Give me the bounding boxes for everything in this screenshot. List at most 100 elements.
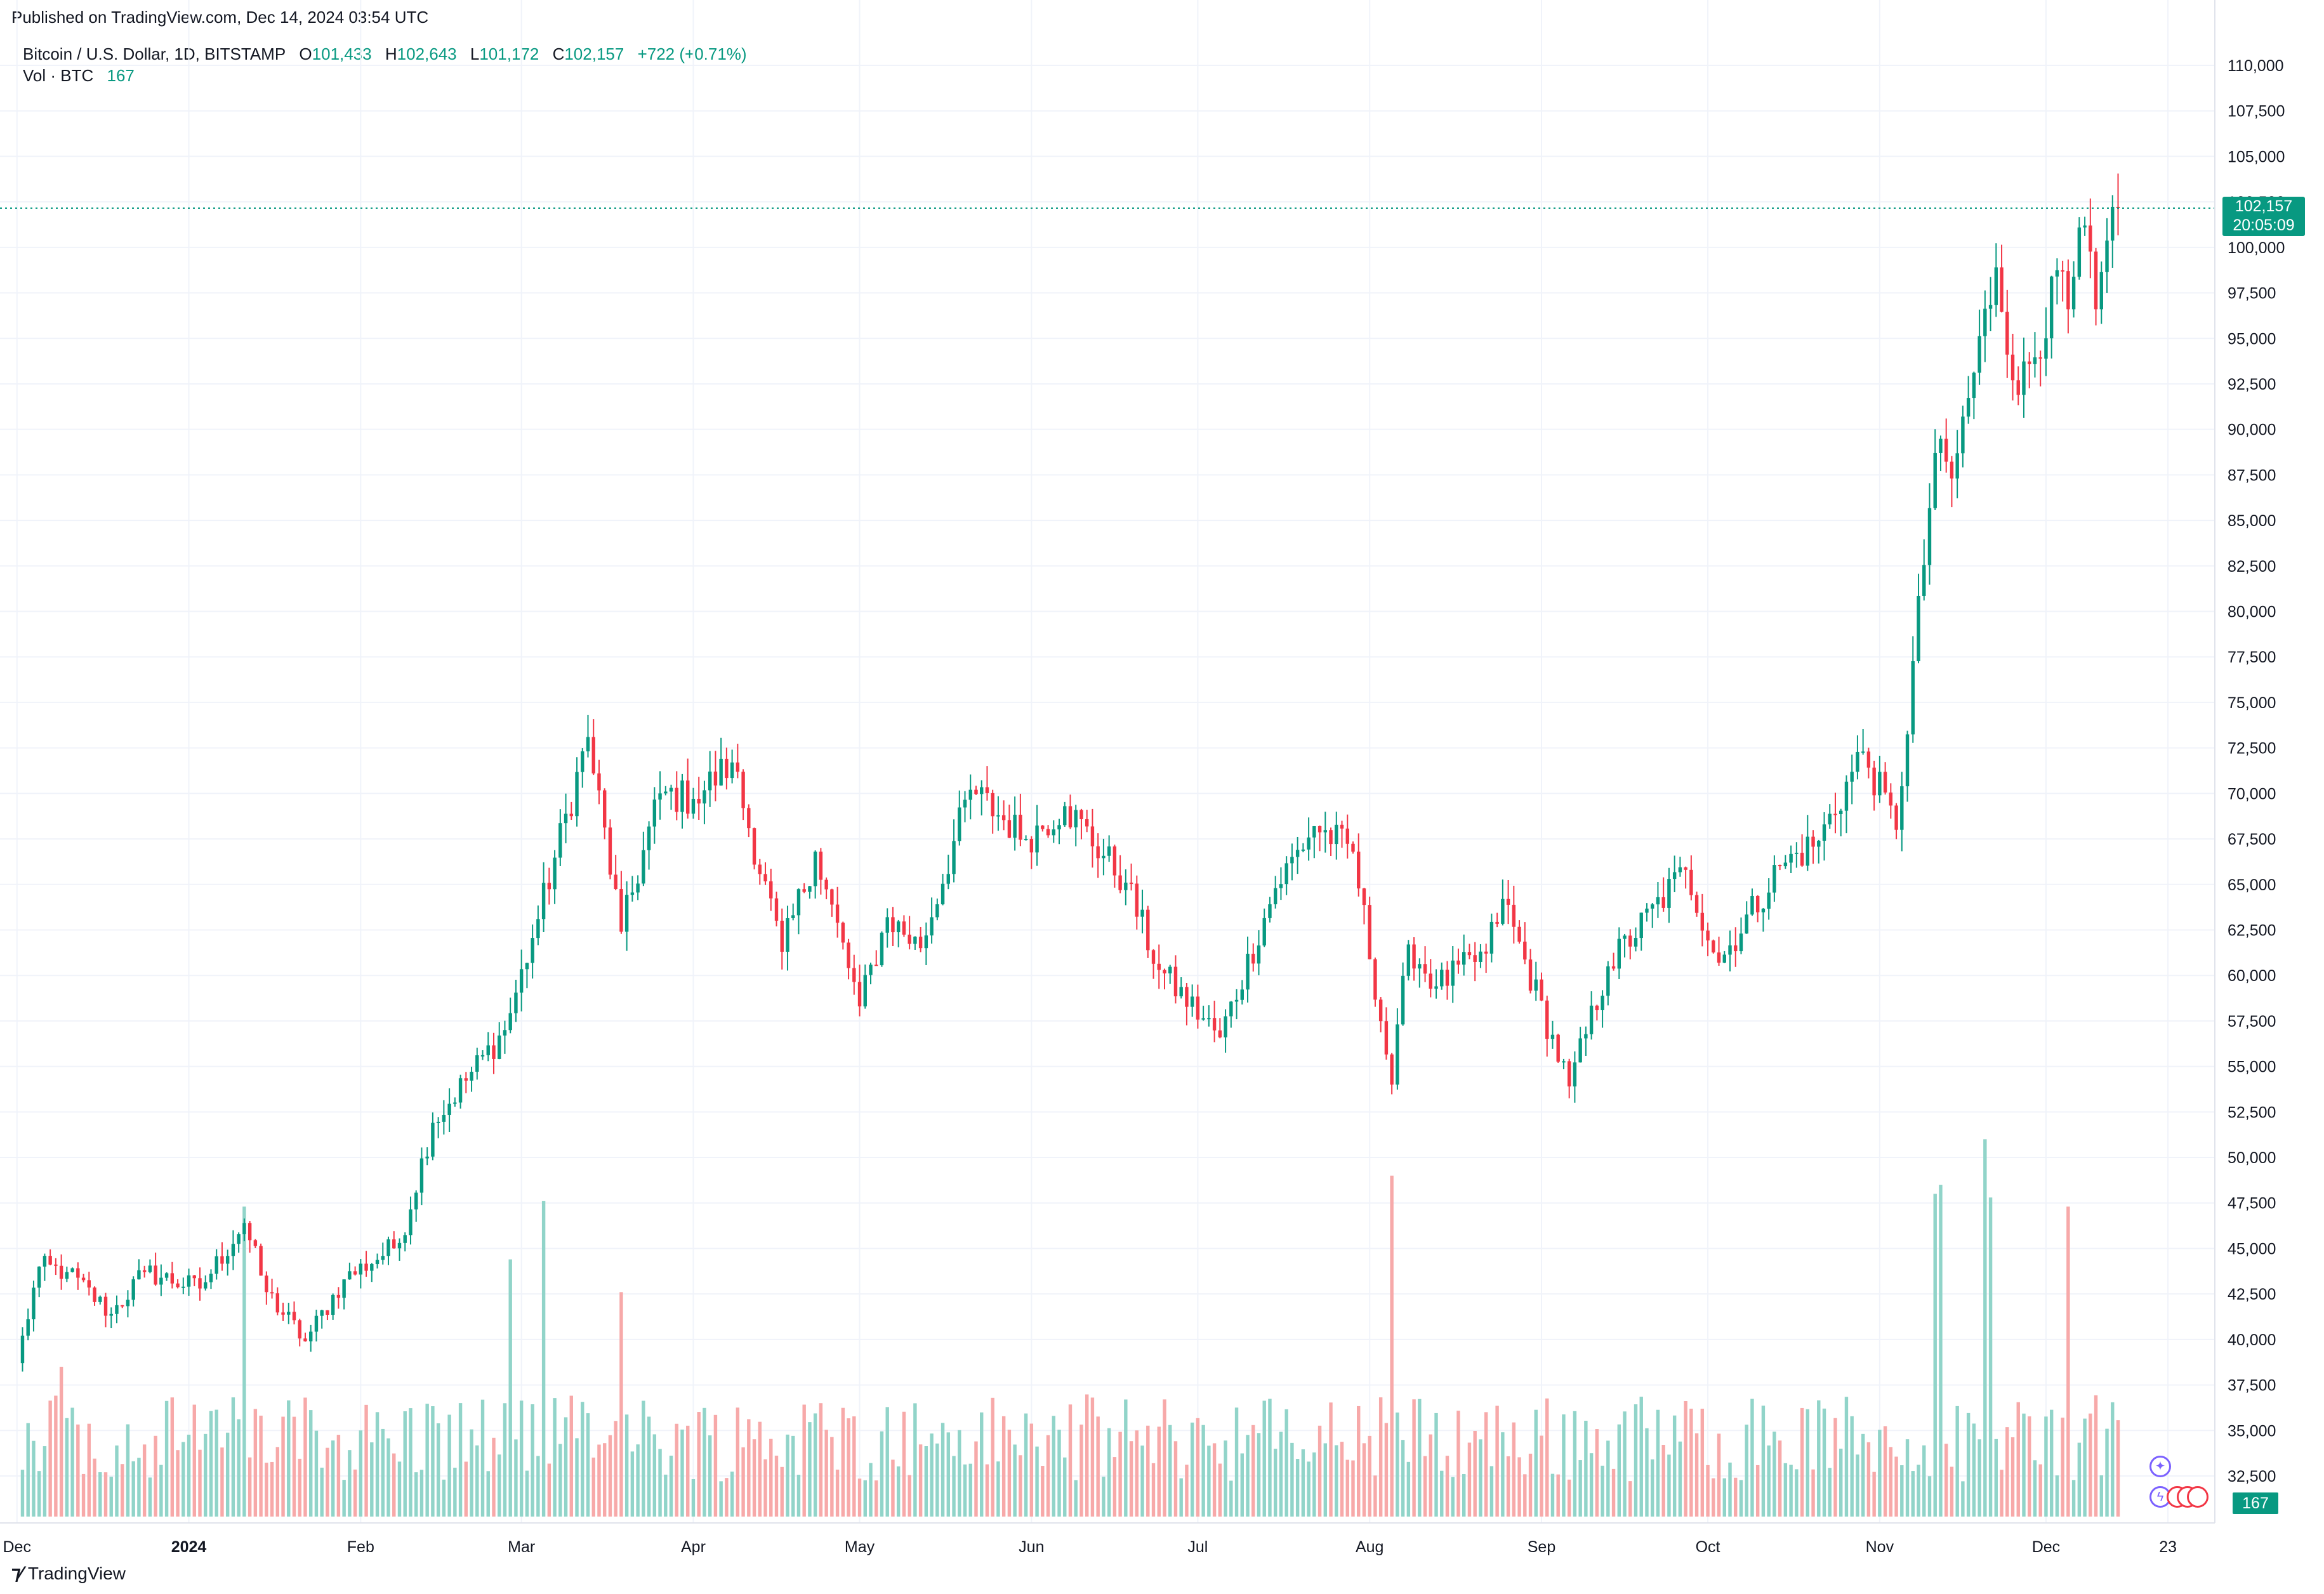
- candle-body: [1584, 1034, 1588, 1039]
- candle-body: [980, 787, 984, 794]
- volume-bar: [1434, 1413, 1438, 1517]
- candle-body: [425, 1156, 429, 1159]
- volume-bar: [137, 1458, 141, 1517]
- volume-bar: [608, 1435, 612, 1517]
- volume-bar: [1096, 1416, 1100, 1517]
- price-tick-label: 87,500: [2228, 466, 2276, 484]
- volume-bar: [991, 1397, 994, 1517]
- volume-bar: [1373, 1475, 1377, 1517]
- volume-bar: [1295, 1459, 1300, 1517]
- volume-bar: [480, 1399, 485, 1517]
- volume-bar: [1955, 1406, 1959, 1517]
- time-tick-label: Aug: [1356, 1538, 1383, 1556]
- candle-body: [59, 1265, 63, 1279]
- volume-bar: [1185, 1465, 1189, 1517]
- candle-body: [697, 798, 701, 804]
- volume-label[interactable]: Vol · BTC: [23, 66, 94, 85]
- volume-bar: [985, 1464, 989, 1517]
- price-tick-label: 55,000: [2228, 1058, 2276, 1076]
- candle-body: [1035, 825, 1039, 853]
- candle-body: [2044, 338, 2048, 359]
- candle-body: [1595, 1005, 1599, 1010]
- candle-body: [736, 762, 740, 772]
- volume-bar: [1828, 1468, 1832, 1517]
- candle-body: [1362, 888, 1366, 906]
- candle-body: [569, 813, 573, 817]
- price-tick-label: 77,500: [2228, 649, 2276, 666]
- symbol-name[interactable]: Bitcoin / U.S. Dollar, 1D, BITSTAMP: [23, 44, 286, 63]
- volume-bar: [2077, 1442, 2082, 1517]
- candle-body: [98, 1296, 102, 1302]
- candle-body: [2089, 225, 2092, 252]
- candle-body: [1773, 865, 1776, 893]
- volume-bar: [453, 1467, 457, 1517]
- volume-bar: [752, 1439, 756, 1517]
- candle-body: [1307, 837, 1311, 850]
- volume-bar: [1467, 1442, 1472, 1517]
- candle-body: [1844, 781, 1849, 811]
- candle-body: [1783, 862, 1788, 867]
- volume-bar: [2033, 1460, 2037, 1517]
- open-value: 101,433: [312, 44, 372, 63]
- candle-body: [880, 932, 884, 966]
- volume-bar: [1340, 1442, 1344, 1517]
- volume-bar: [913, 1403, 917, 1517]
- volume-bar: [619, 1292, 623, 1517]
- candle-body: [121, 1305, 124, 1307]
- volume-bar: [1251, 1425, 1255, 1517]
- volume-bar: [1240, 1453, 1244, 1517]
- candle-body: [808, 886, 812, 892]
- candle-body: [1795, 852, 1799, 854]
- volume-bar: [498, 1454, 501, 1517]
- price-tick-label: 50,000: [2228, 1149, 2276, 1167]
- candle-body: [248, 1223, 252, 1241]
- candle-body: [1301, 849, 1305, 851]
- volume-bar: [70, 1407, 74, 1517]
- candle-body: [1456, 960, 1460, 965]
- candle-body: [142, 1270, 147, 1272]
- volume-bar: [547, 1463, 551, 1517]
- tradingview-brand[interactable]: ⁊⁄ TradingView: [11, 1562, 126, 1584]
- candle-body: [1019, 814, 1022, 840]
- price-tick-label: 57,500: [2228, 1013, 2276, 1031]
- price-tick-label: 35,000: [2228, 1422, 2276, 1440]
- candle-body: [902, 921, 906, 935]
- candle-body: [1545, 1000, 1549, 1039]
- volume-bar: [541, 1201, 546, 1517]
- candle-body: [87, 1280, 91, 1288]
- volume-bar: [1894, 1456, 1898, 1517]
- volume-bar: [209, 1411, 213, 1517]
- candle-body: [331, 1294, 335, 1315]
- time-tick-label: Feb: [347, 1538, 374, 1556]
- candle-body: [1889, 792, 1893, 806]
- candle-body: [81, 1277, 86, 1281]
- candle-body: [1922, 565, 1926, 596]
- candle-body: [841, 923, 845, 943]
- candle-body: [763, 874, 767, 881]
- volume-bar: [691, 1479, 696, 1517]
- volume-bar: [669, 1455, 673, 1517]
- sparkle-icon[interactable]: ✦: [2149, 1456, 2171, 1477]
- candle-body: [2083, 225, 2087, 228]
- volume-bar: [1323, 1443, 1328, 1517]
- volume-bar: [164, 1400, 169, 1517]
- volume-bar: [1611, 1468, 1616, 1517]
- candle-body: [1944, 438, 1948, 462]
- volume-bar: [902, 1411, 906, 1517]
- lightning-icon[interactable]: ϟ: [2149, 1486, 2171, 1508]
- us-flag-icon[interactable]: [2187, 1486, 2208, 1508]
- volume-bar: [1645, 1428, 1649, 1517]
- candle-body: [1966, 398, 1971, 417]
- volume-line: Vol · BTC 167: [23, 65, 747, 86]
- candle-body: [619, 889, 623, 932]
- candle-body: [2055, 270, 2059, 277]
- candle-body: [1423, 964, 1427, 974]
- candle-body: [336, 1294, 341, 1298]
- candle-body: [370, 1264, 374, 1271]
- candle-body: [1839, 810, 1843, 814]
- candle-body: [1290, 857, 1294, 864]
- volume-bar: [1817, 1400, 1821, 1517]
- candle-body: [419, 1158, 424, 1193]
- volume-bar: [1041, 1466, 1045, 1517]
